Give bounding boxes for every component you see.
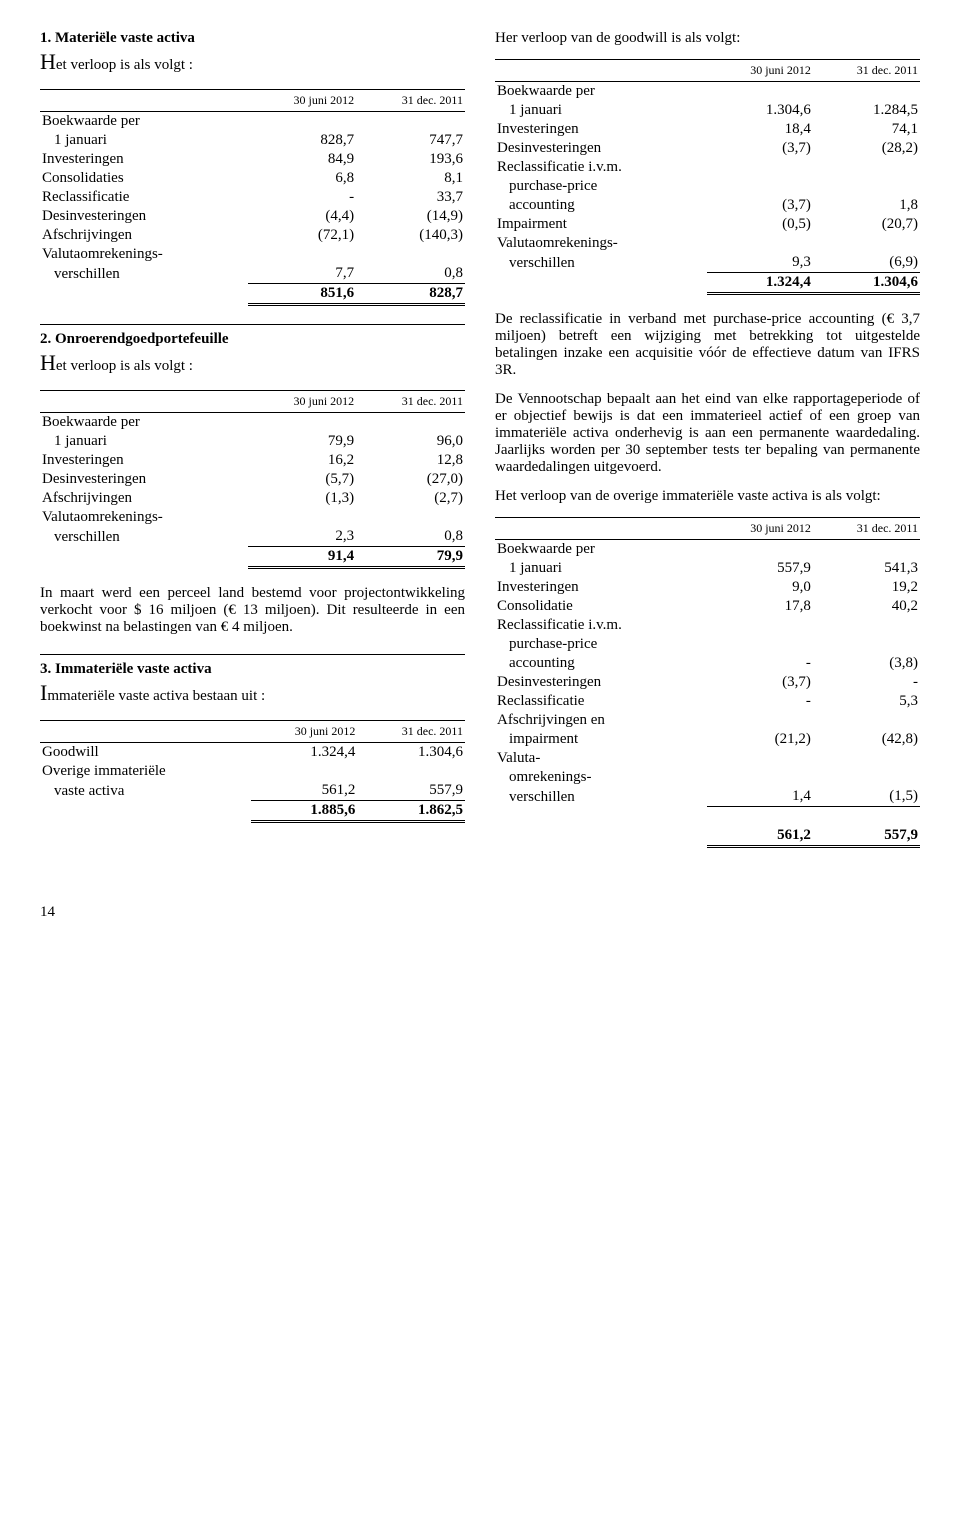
- section1-intro: Het verloop is als volgt :: [40, 49, 465, 75]
- right-para3: Het verloop van de overige immateriële v…: [495, 488, 920, 505]
- col-header: 31 dec. 2011: [357, 721, 465, 743]
- section2-paragraph: In maart werd een perceel land bestemd v…: [40, 585, 465, 636]
- col-header: 30 juni 2012: [707, 60, 813, 82]
- col-header: 31 dec. 2011: [356, 90, 465, 112]
- section3-table: 30 juni 2012 31 dec. 2011 Goodwill1.324,…: [40, 720, 465, 823]
- goodwill-table: 30 juni 2012 31 dec. 2011 Boekwaarde per…: [495, 59, 920, 295]
- col-header: 30 juni 2012: [248, 90, 356, 112]
- right-intro: Her verloop van de goodwill is als volgt…: [495, 30, 920, 47]
- section1-table: 30 juni 2012 31 dec. 2011 Boekwaarde per…: [40, 89, 465, 306]
- right-column: Her verloop van de goodwill is als volgt…: [495, 30, 920, 864]
- right-para1: De reclassificatie in verband met purcha…: [495, 311, 920, 379]
- section2-intro: Het verloop is als volgt :: [40, 350, 465, 376]
- section1-title: 1. Materiële vaste activa: [40, 30, 465, 47]
- divider: [40, 324, 465, 325]
- left-column: 1. Materiële vaste activa Het verloop is…: [40, 30, 465, 864]
- page-number: 14: [40, 904, 920, 921]
- section3-title: 3. Immateriële vaste activa: [40, 661, 465, 678]
- divider: [40, 654, 465, 655]
- section2-table: 30 juni 2012 31 dec. 2011 Boekwaarde per…: [40, 390, 465, 569]
- section2-title: 2. Onroerendgoedportefeuille: [40, 331, 465, 348]
- col-header: 31 dec. 2011: [813, 518, 920, 540]
- col-header: 30 juni 2012: [707, 518, 813, 540]
- right-para2: De Vennootschap bepaalt aan het eind van…: [495, 391, 920, 476]
- section3-intro: Immateriële vaste activa bestaan uit :: [40, 680, 465, 706]
- col-header: 31 dec. 2011: [813, 60, 920, 82]
- col-header: 31 dec. 2011: [356, 391, 465, 413]
- col-header: 30 juni 2012: [248, 391, 356, 413]
- col-header: 30 juni 2012: [251, 721, 358, 743]
- other-intangibles-table: 30 juni 2012 31 dec. 2011 Boekwaarde per…: [495, 517, 920, 848]
